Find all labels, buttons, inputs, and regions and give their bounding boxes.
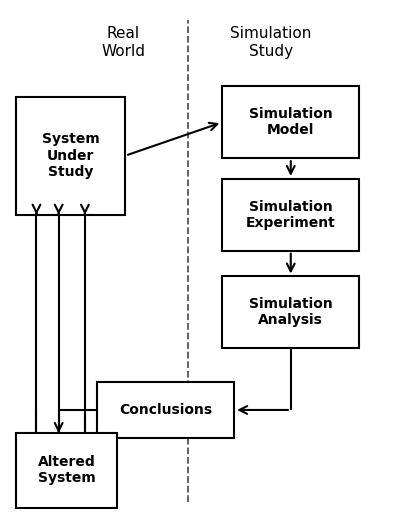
Bar xyxy=(222,179,359,251)
Bar xyxy=(16,97,125,215)
Text: System
Under
Study: System Under Study xyxy=(42,133,100,179)
Bar xyxy=(222,86,359,158)
Text: Simulation
Experiment: Simulation Experiment xyxy=(246,200,336,230)
Text: Simulation
Study: Simulation Study xyxy=(230,27,311,59)
Text: Simulation
Model: Simulation Model xyxy=(249,107,332,137)
Text: Conclusions: Conclusions xyxy=(119,403,212,417)
Bar xyxy=(222,277,359,348)
Bar xyxy=(16,433,117,507)
Bar xyxy=(97,382,234,438)
Text: Real
World: Real World xyxy=(101,27,145,59)
Text: Altered
System: Altered System xyxy=(38,455,96,485)
Text: Simulation
Analysis: Simulation Analysis xyxy=(249,297,332,327)
